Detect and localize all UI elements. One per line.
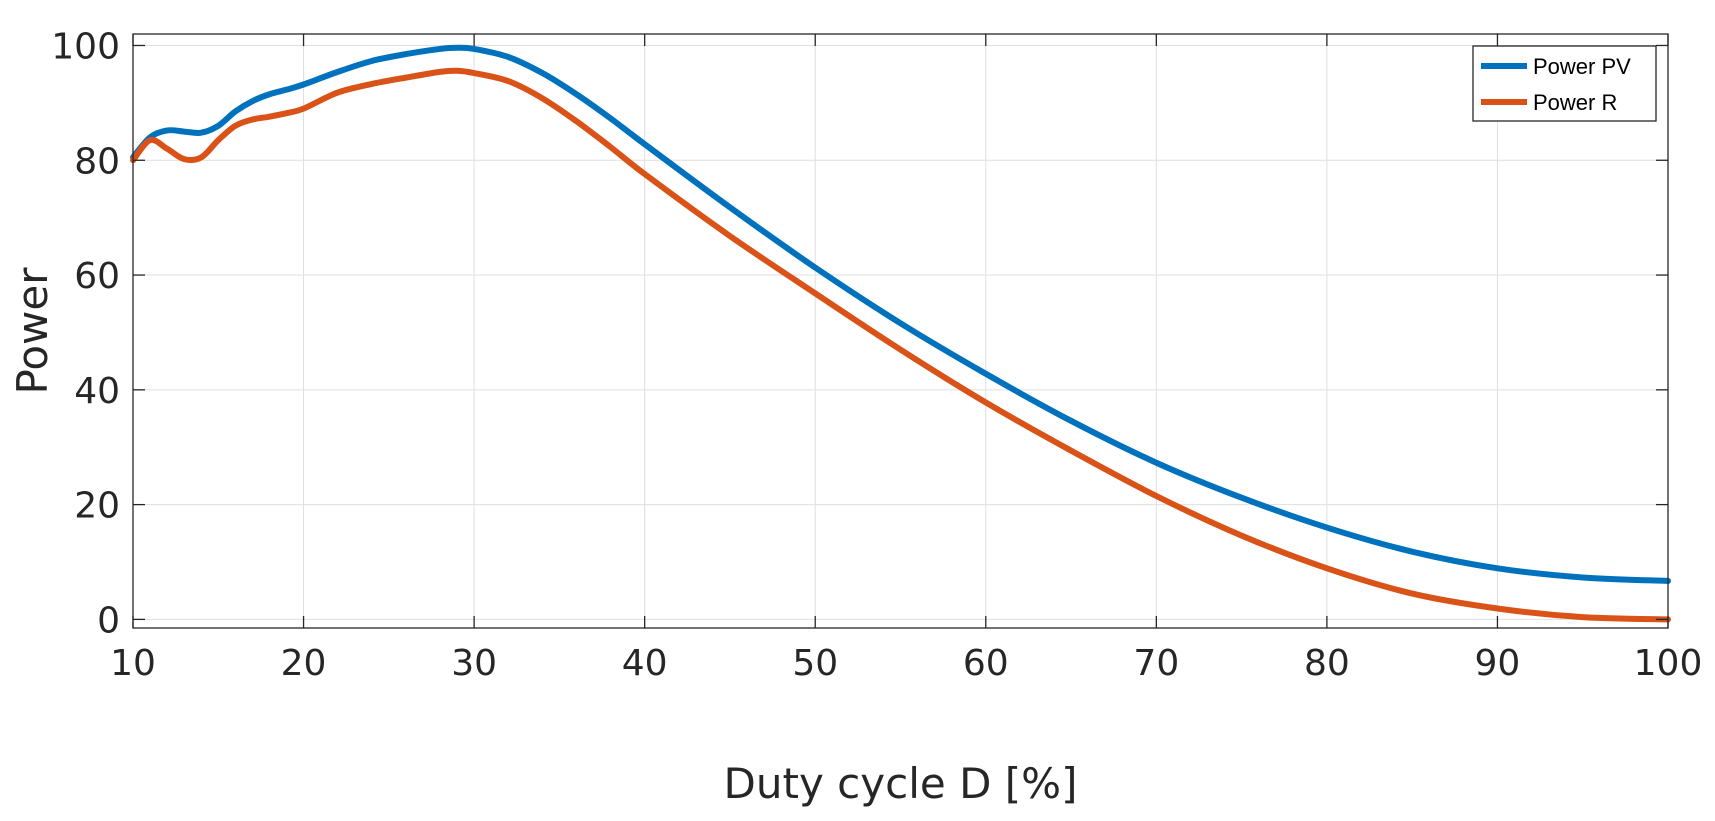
y-tick-label: 100 xyxy=(51,26,120,67)
x-tick-label: 50 xyxy=(792,643,838,684)
y-axis-tick-labels: 0 20 40 60 80 100 xyxy=(51,26,120,641)
y-tick-label: 20 xyxy=(74,486,120,527)
legend-label-power-pv: Power PV xyxy=(1533,54,1631,79)
x-tick-label: 80 xyxy=(1304,643,1350,684)
x-tick-label: 20 xyxy=(281,643,327,684)
series-layer xyxy=(130,44,1671,623)
series-line-power-r xyxy=(130,67,1671,623)
legend-label-power-r: Power R xyxy=(1533,90,1617,115)
axis-ticks xyxy=(132,34,1669,628)
x-axis-label: Duty cycle D [%] xyxy=(724,759,1078,808)
plot-area-frame xyxy=(132,33,1669,629)
y-tick-label: 80 xyxy=(74,141,120,182)
x-tick-label: 30 xyxy=(451,643,497,684)
legend: Power PV Power R xyxy=(1472,45,1657,122)
y-axis-label: Power xyxy=(8,267,57,395)
x-tick-label: 10 xyxy=(110,643,156,684)
series-line-power-pv xyxy=(130,44,1671,584)
grid-lines xyxy=(132,34,1669,628)
x-tick-label: 70 xyxy=(1133,643,1179,684)
x-tick-label: 100 xyxy=(1634,643,1703,684)
x-tick-label: 90 xyxy=(1475,643,1521,684)
y-tick-label: 40 xyxy=(74,371,120,412)
y-tick-label: 0 xyxy=(97,600,120,641)
x-axis-tick-labels: 10 20 30 40 50 60 70 80 90 100 xyxy=(110,643,1702,684)
x-tick-label: 60 xyxy=(963,643,1009,684)
x-tick-label: 40 xyxy=(622,643,668,684)
legend-box xyxy=(1472,45,1657,122)
y-tick-label: 60 xyxy=(74,256,120,297)
